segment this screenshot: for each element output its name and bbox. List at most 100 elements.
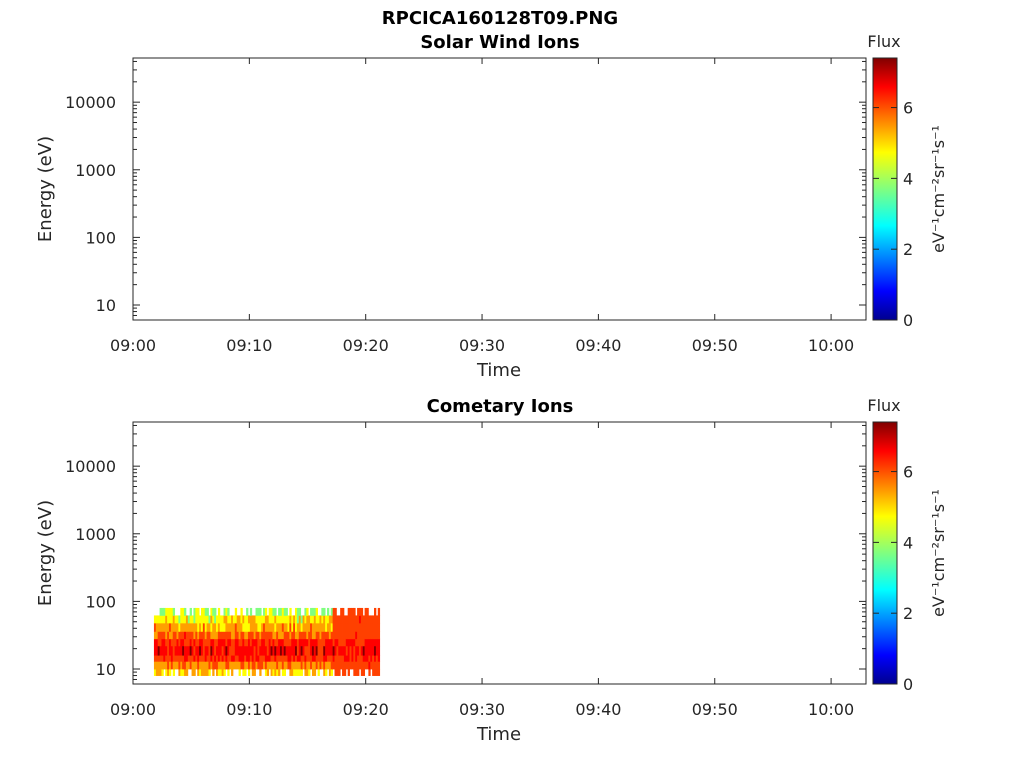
flux-cell <box>313 661 317 670</box>
flux-cell <box>323 661 326 670</box>
flux-cell <box>227 631 230 640</box>
flux-cell <box>343 655 347 662</box>
flux-cell <box>349 655 352 662</box>
flux-cell <box>212 607 215 616</box>
y-tick-label: 1000 <box>75 161 116 180</box>
flux-cell <box>206 615 209 624</box>
flux-cell <box>153 661 157 670</box>
flux-cell <box>182 615 185 624</box>
flux-cell <box>210 622 213 632</box>
flux-cell <box>306 669 309 676</box>
flux-cell <box>357 631 360 640</box>
y-tick-label: 10 <box>96 296 116 315</box>
flux-cell <box>236 622 239 632</box>
flux-cell <box>227 638 230 647</box>
flux-cell <box>242 638 245 647</box>
flux-cell <box>319 615 322 624</box>
flux-cell <box>287 661 290 670</box>
flux-cell <box>236 655 239 662</box>
flux-cell <box>268 607 271 616</box>
flux-cell <box>311 669 315 676</box>
flux-cell <box>261 645 264 656</box>
flux-cell <box>302 655 305 662</box>
colorbar-tick-label: 6 <box>903 99 913 118</box>
flux-cell <box>221 638 224 647</box>
flux-cell <box>193 661 196 670</box>
flux-cell <box>336 638 339 647</box>
flux-cell <box>214 638 217 647</box>
flux-cell <box>172 661 176 670</box>
flux-cell <box>153 655 157 662</box>
flux-cell <box>197 622 200 632</box>
flux-cell <box>223 615 226 624</box>
flux-cell <box>313 638 317 647</box>
flux-cell <box>170 661 174 670</box>
flux-cell <box>349 607 352 616</box>
flux-cell <box>278 622 281 632</box>
flux-cell <box>255 607 258 616</box>
flux-cell <box>176 622 179 632</box>
flux-cell <box>325 638 328 647</box>
flux-cell <box>159 607 162 616</box>
flux-cell <box>321 638 324 647</box>
flux-cell <box>334 607 337 616</box>
flux-cell <box>227 661 230 670</box>
flux-cell <box>223 661 226 670</box>
flux-cell <box>232 615 236 624</box>
flux-cell <box>174 615 177 624</box>
flux-cell <box>310 607 313 616</box>
figure-title: RPCICA160128T09.PNG <box>382 8 618 29</box>
flux-cell <box>247 622 251 632</box>
flux-cell <box>168 622 172 632</box>
flux-cell <box>168 631 172 640</box>
flux-cell <box>208 661 211 670</box>
flux-cell <box>189 607 192 616</box>
flux-cell <box>347 655 350 662</box>
flux-cell <box>264 655 268 662</box>
flux-cell <box>189 661 192 670</box>
flux-cell <box>184 645 187 656</box>
flux-cell <box>202 615 206 624</box>
panel-cometary: Cometary Ions 09:00 09:10 09:20 09:30 09:40 0… <box>35 396 948 745</box>
flux-cell <box>229 615 232 624</box>
flux-cell <box>338 631 341 640</box>
flux-cell <box>342 645 345 656</box>
flux-cell <box>360 655 364 662</box>
flux-cell <box>306 631 309 640</box>
flux-cell <box>330 631 334 640</box>
flux-cell <box>223 655 226 662</box>
flux-cell <box>259 638 262 647</box>
y-axis: 10 100 1000 10000 <box>65 424 866 685</box>
flux-cell <box>298 645 302 656</box>
flux-cell <box>182 669 185 676</box>
flux-cell <box>180 645 183 656</box>
flux-cell <box>308 631 311 640</box>
flux-cell <box>302 631 305 640</box>
colorbar-title: Flux <box>867 396 900 415</box>
x-tick-label: 09:30 <box>459 336 505 355</box>
flux-cell <box>206 669 209 676</box>
flux-cell <box>182 607 185 616</box>
flux-cell <box>178 638 181 647</box>
flux-cell <box>326 631 330 640</box>
flux-cell <box>244 622 247 632</box>
flux-cell <box>240 615 243 624</box>
flux-cell <box>172 622 176 632</box>
flux-cell <box>191 615 194 624</box>
flux-cell <box>257 607 260 616</box>
flux-cell <box>347 661 350 670</box>
flux-cell <box>178 655 181 662</box>
flux-cell <box>276 638 279 647</box>
flux-cell <box>191 669 194 676</box>
flux-cell <box>304 661 307 670</box>
flux-cell <box>206 645 209 656</box>
flux-cell <box>272 661 275 670</box>
flux-cell <box>293 631 296 640</box>
flux-cell <box>295 638 298 647</box>
flux-cell <box>180 669 183 676</box>
flux-cell <box>353 655 356 662</box>
flux-cell <box>293 655 296 662</box>
flux-cell <box>155 655 159 662</box>
flux-cell <box>291 638 294 647</box>
flux-cell <box>357 638 360 647</box>
